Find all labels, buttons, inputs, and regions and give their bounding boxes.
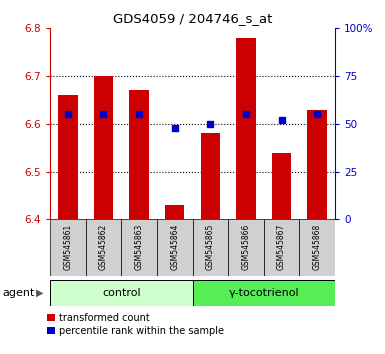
Bar (201, 133, 220, 219)
Text: GSM545866: GSM545866 (241, 223, 250, 270)
Text: GSM545867: GSM545867 (277, 223, 286, 270)
Text: control: control (102, 288, 141, 298)
Bar (165, 205, 184, 219)
Bar (121, 219, 157, 276)
Text: GSM545861: GSM545861 (64, 223, 72, 270)
Text: GDS4059 / 204746_s_at: GDS4059 / 204746_s_at (113, 12, 272, 25)
Text: γ-tocotrienol: γ-tocotrienol (228, 288, 299, 298)
Text: GSM545863: GSM545863 (135, 223, 144, 270)
Bar (192, 280, 335, 306)
Bar (236, 38, 256, 219)
Bar (50, 280, 192, 306)
Bar (50, 219, 85, 276)
Bar (300, 219, 335, 276)
Bar (307, 110, 327, 219)
Bar (129, 91, 149, 219)
Bar (192, 219, 228, 276)
Text: GSM545864: GSM545864 (170, 223, 179, 270)
Text: GSM545865: GSM545865 (206, 223, 215, 270)
Bar (94, 76, 113, 219)
Text: GSM545862: GSM545862 (99, 223, 108, 270)
Bar (272, 153, 291, 219)
Bar (58, 95, 78, 219)
Bar (157, 219, 192, 276)
Text: agent: agent (2, 288, 34, 298)
Text: ▶: ▶ (36, 288, 43, 298)
Legend: transformed count, percentile rank within the sample: transformed count, percentile rank withi… (47, 313, 224, 336)
Text: GSM545868: GSM545868 (313, 223, 321, 270)
Bar (228, 219, 264, 276)
Bar (85, 219, 121, 276)
Bar (264, 219, 300, 276)
